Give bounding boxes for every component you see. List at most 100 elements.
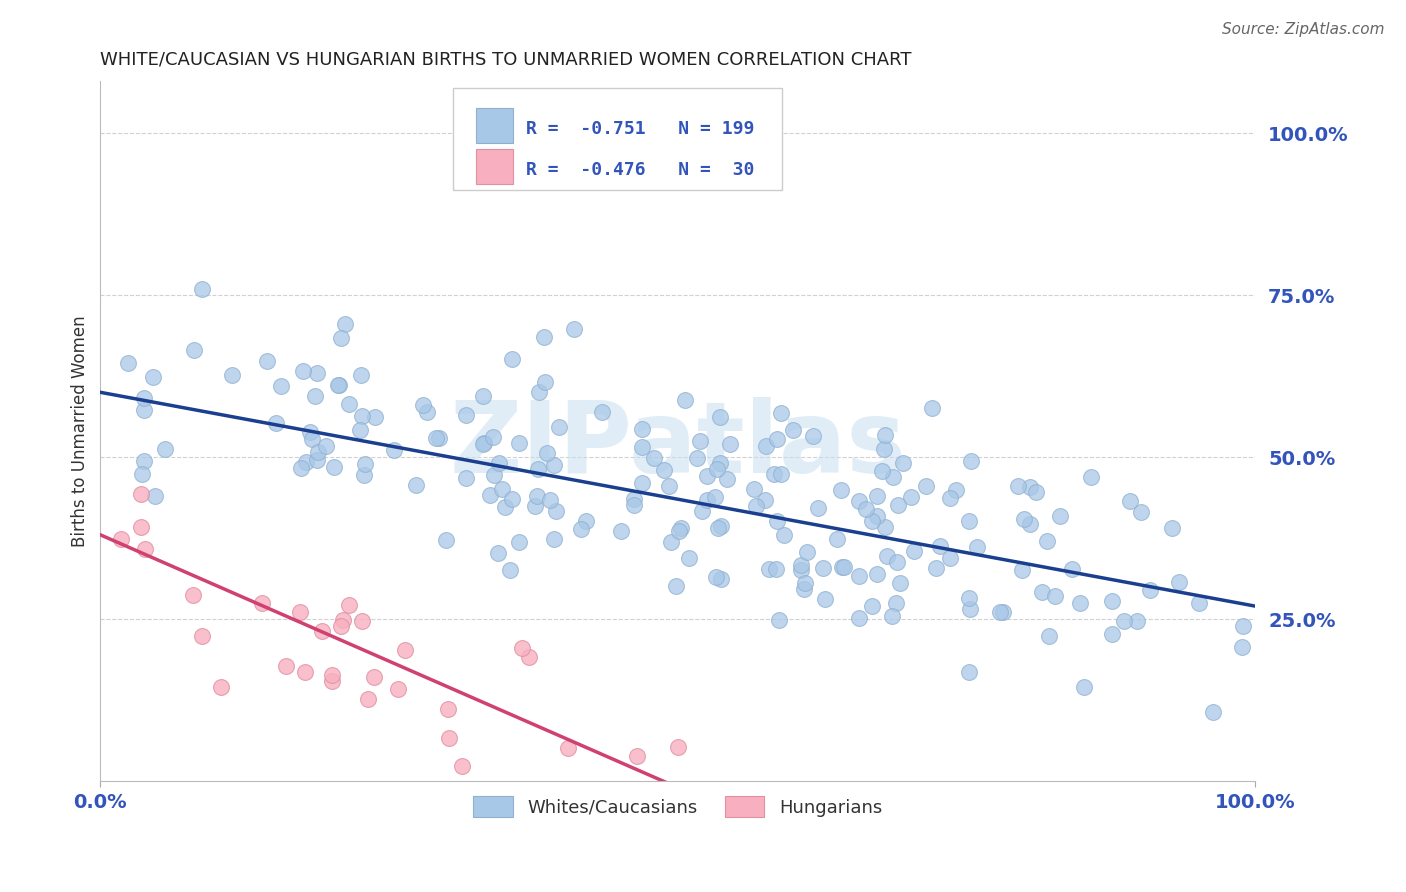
Point <box>562 321 585 335</box>
Point <box>886 555 908 569</box>
Point <box>264 416 287 430</box>
Text: WHITE/CAUCASIAN VS HUNGARIAN BIRTHS TO UNMARRIED WOMEN CORRELATION CHART: WHITE/CAUCASIAN VS HUNGARIAN BIRTHS TO U… <box>100 51 912 69</box>
Point <box>183 588 205 602</box>
Point <box>129 486 152 500</box>
Bar <box>475 108 513 143</box>
Point <box>499 563 522 577</box>
Point <box>569 522 592 536</box>
Point <box>356 692 378 706</box>
Point <box>866 509 889 524</box>
Point <box>889 576 911 591</box>
Point <box>456 471 478 485</box>
Point <box>307 445 329 459</box>
Point <box>1188 596 1211 610</box>
Point <box>770 467 793 482</box>
Point <box>882 470 904 484</box>
Bar <box>475 149 513 184</box>
Point <box>848 494 870 508</box>
Point <box>766 514 789 528</box>
Point <box>903 544 925 558</box>
Point <box>960 454 983 468</box>
Point <box>754 493 776 508</box>
Point <box>544 503 567 517</box>
Point <box>1080 470 1102 484</box>
Point <box>745 499 768 513</box>
Point <box>793 575 815 590</box>
Point <box>311 624 333 638</box>
Y-axis label: Births to Unmarried Women: Births to Unmarried Women <box>72 316 89 547</box>
Point <box>352 409 374 424</box>
Point <box>652 463 675 477</box>
Point <box>706 521 728 535</box>
Point <box>1019 480 1042 494</box>
Point <box>434 533 457 548</box>
Point <box>301 432 323 446</box>
Point <box>959 665 981 680</box>
Point <box>304 389 326 403</box>
Point <box>742 482 765 496</box>
Point <box>290 461 312 475</box>
Point <box>884 597 907 611</box>
Point <box>860 599 883 614</box>
Point <box>298 425 321 439</box>
Point <box>631 476 654 491</box>
Point <box>609 524 631 538</box>
Point <box>814 592 837 607</box>
Point <box>870 464 893 478</box>
Point <box>307 366 329 380</box>
Point <box>538 493 561 508</box>
Point <box>332 613 354 627</box>
Point <box>678 551 700 566</box>
Point <box>630 441 652 455</box>
Point <box>153 442 176 457</box>
Point <box>494 500 516 514</box>
Point <box>1232 619 1254 633</box>
Point <box>848 569 870 583</box>
Point <box>533 375 555 389</box>
Point <box>536 446 558 460</box>
Point <box>866 489 889 503</box>
Point <box>765 562 787 576</box>
Point <box>1043 589 1066 603</box>
Point <box>1167 575 1189 590</box>
Point <box>1119 494 1142 508</box>
Point <box>830 483 852 497</box>
Point <box>543 458 565 472</box>
Point <box>939 551 962 566</box>
Point <box>706 462 728 476</box>
Point <box>659 535 682 549</box>
Point <box>472 436 495 450</box>
Point <box>1202 706 1225 720</box>
Point <box>134 541 156 556</box>
Point <box>669 521 692 535</box>
Point <box>709 409 731 424</box>
Point <box>349 368 371 382</box>
Point <box>256 354 278 368</box>
Point <box>873 520 896 534</box>
Point <box>915 479 938 493</box>
Point <box>921 401 943 416</box>
Point <box>427 431 450 445</box>
Point <box>796 544 818 558</box>
Point <box>191 282 214 296</box>
Point <box>387 681 409 696</box>
Point <box>957 514 980 528</box>
Point <box>517 649 540 664</box>
Point <box>482 467 505 482</box>
Point <box>543 533 565 547</box>
Point <box>689 434 711 449</box>
Point <box>439 731 461 745</box>
Point <box>790 558 813 572</box>
Point <box>547 420 569 434</box>
Point <box>315 439 337 453</box>
Point <box>131 467 153 481</box>
Point <box>782 423 804 437</box>
Point <box>807 500 830 515</box>
Point <box>1069 595 1091 609</box>
Point <box>696 492 718 507</box>
Point <box>773 528 796 542</box>
Point <box>623 492 645 507</box>
Point <box>813 561 835 575</box>
Point <box>855 502 877 516</box>
Point <box>665 579 688 593</box>
